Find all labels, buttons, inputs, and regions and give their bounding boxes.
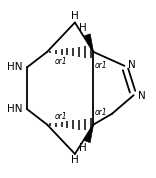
Text: H: H (71, 155, 79, 166)
Text: H: H (71, 11, 79, 21)
Text: or1: or1 (55, 112, 67, 121)
Text: or1: or1 (55, 57, 67, 66)
Text: H: H (79, 23, 87, 33)
Text: HN: HN (7, 104, 22, 114)
Text: or1: or1 (95, 108, 108, 117)
Text: H: H (79, 143, 87, 153)
Polygon shape (84, 125, 93, 143)
Text: N: N (128, 60, 136, 70)
Polygon shape (84, 34, 93, 52)
Text: HN: HN (7, 62, 22, 72)
Text: N: N (138, 91, 146, 101)
Text: or1: or1 (95, 61, 108, 70)
